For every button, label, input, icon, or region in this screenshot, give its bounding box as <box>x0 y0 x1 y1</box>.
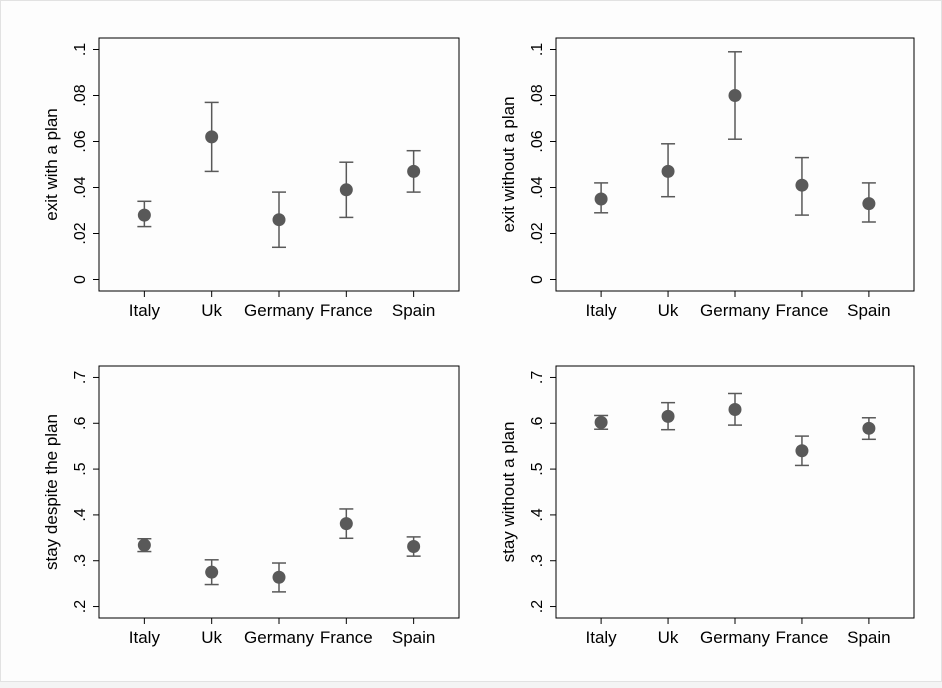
x-tick-label: Germany <box>700 628 770 647</box>
data-point <box>594 192 608 206</box>
y-tick-label: .7 <box>529 371 546 384</box>
x-tick-label: Germany <box>244 628 314 647</box>
x-tick-label: Italy <box>129 301 161 320</box>
x-tick-label: Italy <box>586 301 618 320</box>
data-point <box>862 197 876 211</box>
data-point <box>661 409 675 423</box>
data-point <box>594 415 608 429</box>
y-axis-label: stay without a plan <box>499 422 518 563</box>
y-tick-label: .7 <box>72 371 89 384</box>
y-tick-label: .04 <box>529 176 546 198</box>
x-tick-label: Spain <box>847 301 890 320</box>
data-point <box>728 89 742 102</box>
data-point <box>205 565 219 579</box>
chart-panel-3: .2 .3 .4 .5 .6 .7 stay despite the plan Italy Uk… <box>42 365 460 647</box>
y-tick-label: .02 <box>529 222 546 244</box>
x-tick-label: France <box>320 628 373 647</box>
y-tick-label: .08 <box>72 84 89 106</box>
y-axis-label: exit without a plan <box>499 96 518 232</box>
y-tick-label: .1 <box>72 43 89 56</box>
y-axis-label: exit with a plan <box>42 108 61 220</box>
data-point <box>862 421 876 435</box>
x-tick-label: Uk <box>658 301 679 320</box>
x-tick-label: Spain <box>392 301 435 320</box>
x-tick-label: France <box>775 301 828 320</box>
y-tick-label: .06 <box>72 130 89 152</box>
chart-panel-2: 0 .02 .04 .06 .08 .1 exit without a plan Italy U… <box>499 37 915 320</box>
plot-frame <box>98 37 460 292</box>
y-tick-label: .2 <box>529 600 546 613</box>
y-tick-label: .6 <box>72 416 89 429</box>
y-tick-label: 0 <box>72 275 89 284</box>
x-tick-label: Spain <box>392 628 435 647</box>
y-axis-label: stay despite the plan <box>42 414 61 570</box>
data-point <box>795 444 809 458</box>
y-tick-label: .3 <box>72 554 89 567</box>
data-point <box>795 178 809 192</box>
x-tick-label: Uk <box>658 628 679 647</box>
y-tick-label: .5 <box>529 462 546 475</box>
data-point <box>661 164 675 178</box>
data-point <box>407 164 421 178</box>
y-tick-label: .02 <box>72 222 89 244</box>
data-point <box>137 538 151 552</box>
y-tick-label: .4 <box>72 508 89 521</box>
data-point <box>339 517 353 531</box>
x-tick-label: Germany <box>244 301 314 320</box>
y-tick-label: .06 <box>529 130 546 152</box>
data-point <box>407 540 421 554</box>
chart-panel-1: 0 .02 .04 .06 .08 .1 exit with a plan Italy Uk Ge… <box>42 37 460 320</box>
y-tick-label: .04 <box>72 176 89 198</box>
y-tick-label: .08 <box>529 84 546 106</box>
y-tick-label: .5 <box>72 462 89 475</box>
x-tick-label: Italy <box>586 628 618 647</box>
x-tick-label: France <box>320 301 373 320</box>
chart-panel-4: .2 .3 .4 .5 .6 .7 stay without a plan Italy Uk Ge… <box>499 365 915 647</box>
data-point <box>137 208 151 222</box>
data-point <box>272 570 286 584</box>
y-tick-label: .6 <box>529 416 546 429</box>
y-tick-label: .2 <box>72 600 89 613</box>
y-tick-label: 0 <box>529 275 546 284</box>
y-tick-label: .3 <box>529 554 546 567</box>
y-tick-label: .4 <box>529 508 546 521</box>
data-point <box>205 130 219 144</box>
data-point <box>339 183 353 197</box>
y-tick-label: .1 <box>529 43 546 56</box>
data-point <box>728 403 742 417</box>
x-tick-label: Uk <box>201 301 222 320</box>
x-tick-label: Germany <box>700 301 770 320</box>
x-tick-label: Uk <box>201 628 222 647</box>
x-tick-label: Spain <box>847 628 890 647</box>
x-tick-label: France <box>775 628 828 647</box>
data-point <box>272 213 286 227</box>
x-tick-label: Italy <box>129 628 161 647</box>
